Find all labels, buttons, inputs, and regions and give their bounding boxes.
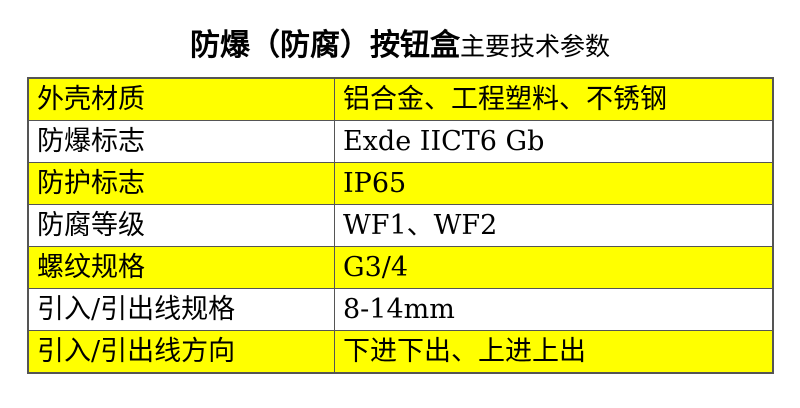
spec-label: 引入/引出线规格: [27, 288, 335, 331]
spec-value: WF1、WF2: [334, 204, 774, 247]
page-title: 防爆（防腐）按钮盒主要技术参数: [0, 20, 800, 64]
table-row: 引入/引出线规格 8-14mm: [27, 288, 774, 331]
spec-value: 8-14mm: [334, 288, 774, 331]
title-main: 防爆（防腐）按钮盒: [189, 28, 460, 63]
spec-value: 下进下出、上进上出: [334, 330, 774, 374]
spec-label: 外壳材质: [27, 77, 335, 121]
spec-label: 引入/引出线方向: [27, 330, 335, 374]
spec-value: 铝合金、工程塑料、不锈钢: [334, 77, 774, 121]
spec-value: Exde IICT6 Gb: [334, 120, 774, 163]
table-row: 防爆标志 Exde IICT6 Gb: [27, 120, 774, 163]
table-row: 外壳材质 铝合金、工程塑料、不锈钢: [27, 77, 774, 121]
spec-label: 防腐等级: [27, 204, 335, 247]
spec-label: 防爆标志: [27, 120, 335, 163]
table-row: 防腐等级 WF1、WF2: [27, 204, 774, 247]
title-sub: 主要技术参数: [459, 32, 610, 61]
spec-value: G3/4: [334, 246, 774, 289]
spec-label: 防护标志: [27, 162, 335, 205]
table-row: 螺纹规格 G3/4: [27, 246, 774, 289]
spec-table: 外壳材质 铝合金、工程塑料、不锈钢 防爆标志 Exde IICT6 Gb 防护标志 IP6…: [27, 77, 774, 374]
table-row: 防护标志 IP65: [27, 162, 774, 205]
spec-label: 螺纹规格: [27, 246, 335, 289]
table-row: 引入/引出线方向 下进下出、上进上出: [27, 330, 774, 374]
spec-value: IP65: [334, 162, 774, 205]
